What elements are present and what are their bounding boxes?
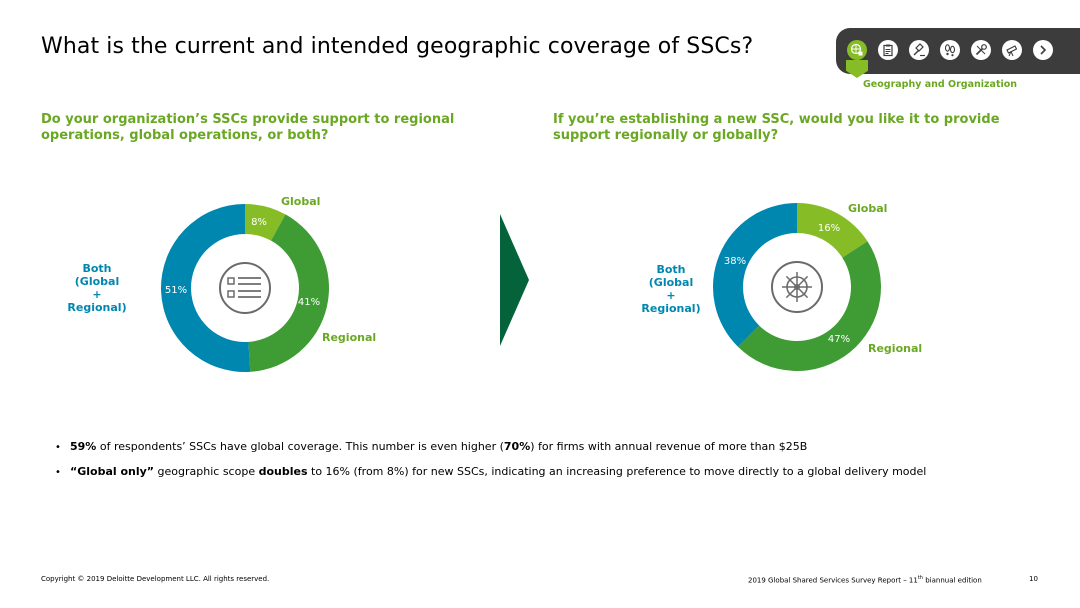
telescope-icon[interactable] <box>1002 40 1022 60</box>
page-number: 10 <box>1029 575 1038 583</box>
nav-section-label: Geography and Organization <box>863 79 1018 90</box>
question-new: If you’re establishing a new SSC, would … <box>553 112 1000 143</box>
footprints-icon[interactable] <box>940 40 960 60</box>
value-label-regional: 41% <box>298 297 320 308</box>
value-label-global: 16% <box>818 223 840 234</box>
category-label-both: Both (Global + Regional) <box>641 263 701 315</box>
category-label-both: Both (Global + Regional) <box>67 262 127 314</box>
donut-chart-intended: 16% 47% 38% <box>713 203 881 371</box>
category-label-regional: Regional <box>322 331 377 344</box>
value-label-both: 38% <box>724 256 746 267</box>
bullet-item: • 59% of respondents’ SSCs have global c… <box>55 440 808 453</box>
gavel-icon[interactable] <box>909 40 929 60</box>
checklist-icon <box>219 262 271 314</box>
chevron-right-icon[interactable] <box>1033 40 1053 60</box>
value-label-regional: 47% <box>828 334 850 345</box>
donut-chart-current: 8% 41% 51% <box>161 204 329 372</box>
section-nav-bar <box>836 28 1080 74</box>
slice-regional <box>248 214 329 372</box>
question-current: Do your organization’s SSCs provide supp… <box>41 112 455 143</box>
active-section-marker <box>846 60 868 78</box>
slice-global <box>245 204 286 241</box>
report-edition: 2019 Global Shared Services Survey Repor… <box>748 575 982 585</box>
transition-arrow <box>500 214 529 346</box>
slice-both <box>713 203 797 347</box>
slice-global <box>797 203 868 258</box>
tools-icon[interactable] <box>971 40 991 60</box>
slice-both <box>161 204 251 372</box>
page-title: What is the current and intended geograp… <box>41 34 754 59</box>
bullet-item: • “Global only” geographic scope doubles… <box>55 465 927 478</box>
value-label-global: 8% <box>251 217 267 228</box>
category-label-global: Global <box>281 195 321 208</box>
copyright-notice: Copyright © 2019 Deloitte Development LL… <box>41 575 270 583</box>
slice-regional <box>738 241 881 371</box>
key-findings: • 59% of respondents’ SSCs have global c… <box>55 440 926 490</box>
ship-wheel-icon <box>771 261 823 313</box>
clipboard-icon[interactable] <box>878 40 898 60</box>
category-label-global: Global <box>848 202 888 215</box>
value-label-both: 51% <box>165 285 187 296</box>
globe-org-icon[interactable] <box>847 40 867 60</box>
category-label-regional: Regional <box>868 342 923 355</box>
